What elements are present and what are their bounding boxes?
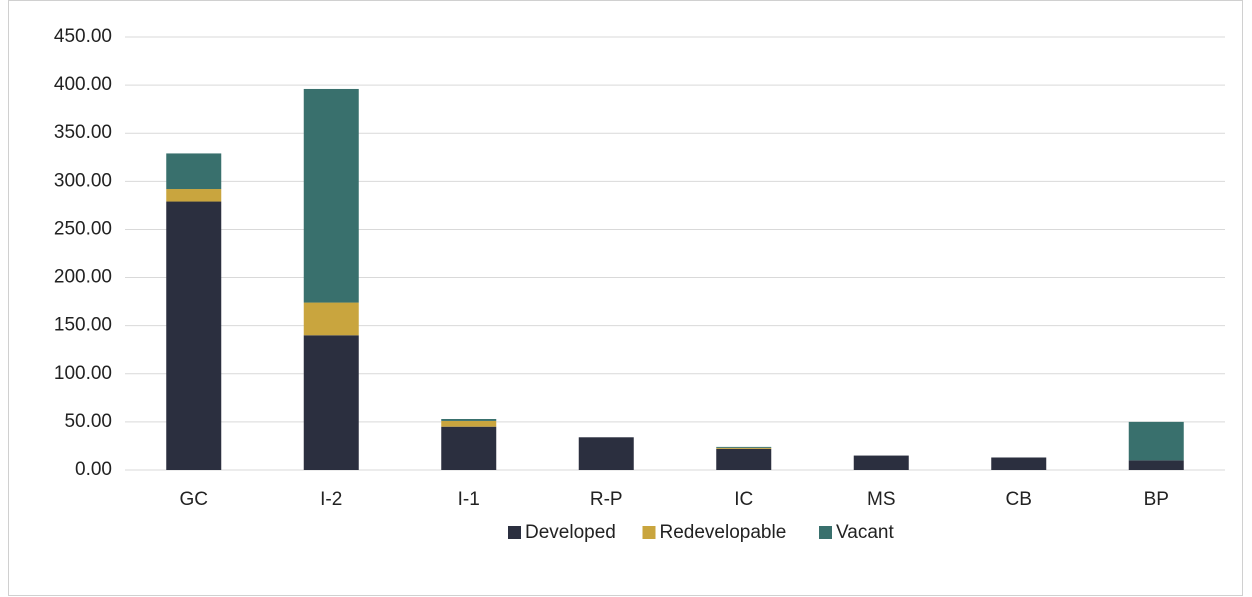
bar-segment (441, 426, 497, 470)
bar-segment (853, 455, 909, 470)
bar-segment (303, 88, 359, 303)
y-tick-label: 150.00 (54, 315, 112, 336)
x-tick-label: R-P (590, 489, 623, 510)
legend-label: Vacant (836, 522, 894, 543)
bar-segment (578, 437, 634, 470)
bar-segment (303, 302, 359, 336)
bar-segment (716, 446, 772, 448)
bar-segment (1128, 460, 1184, 470)
y-tick-label: 100.00 (54, 363, 112, 384)
bar-segment (1128, 421, 1184, 461)
x-tick-label: IC (734, 489, 753, 510)
bar-segment (166, 201, 222, 471)
y-tick-label: 0.00 (75, 459, 112, 480)
x-tick-label: CB (1006, 489, 1032, 510)
y-tick-label: 250.00 (54, 218, 112, 239)
legend-swatch (819, 526, 832, 539)
legend-label: Redevelopable (660, 522, 787, 543)
bar-segment (303, 335, 359, 470)
bar-segment (991, 457, 1047, 470)
x-tick-label: I-2 (320, 489, 342, 510)
legend-swatch (508, 526, 521, 539)
bar-segment (166, 153, 222, 190)
x-tick-label: I-1 (458, 489, 480, 510)
y-tick-label: 200.00 (54, 267, 112, 288)
bar-segment (716, 448, 772, 470)
y-tick-label: 400.00 (54, 74, 112, 95)
legend-swatch (642, 526, 656, 539)
bar-segment (441, 420, 497, 427)
x-tick-label: BP (1144, 489, 1169, 510)
x-tick-label: GC (180, 489, 209, 510)
y-tick-label: 300.00 (54, 170, 112, 191)
y-tick-label: 450.00 (54, 26, 112, 47)
legend-label: Developed (525, 522, 616, 543)
bar-segment (716, 447, 772, 449)
x-tick-label: MS (867, 489, 896, 510)
bar-segment (441, 419, 497, 421)
y-tick-label: 350.00 (54, 122, 112, 143)
bar-segment (166, 189, 222, 202)
y-tick-label: 50.00 (64, 411, 112, 432)
